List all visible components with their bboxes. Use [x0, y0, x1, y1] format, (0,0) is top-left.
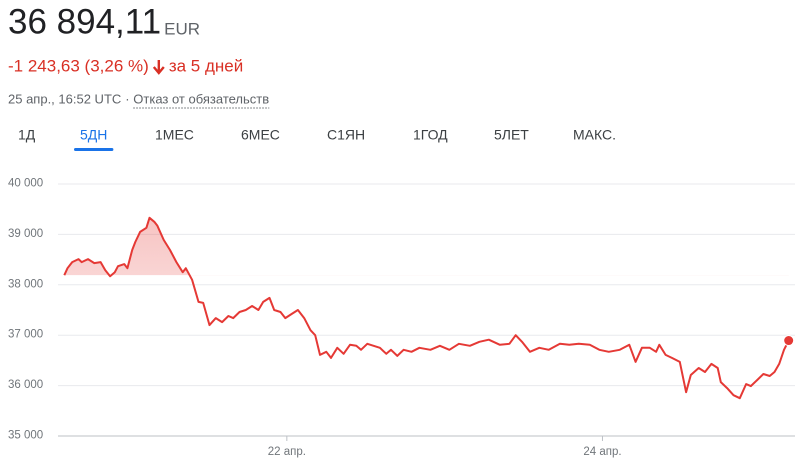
active-tab-indicator [74, 148, 114, 151]
separator: · [125, 91, 129, 106]
range-tab[interactable]: 5ЛЕТ [494, 127, 529, 143]
currency: EUR [164, 19, 200, 38]
disclaimer-link[interactable]: Отказ от обязательств [133, 91, 269, 106]
range-tab[interactable]: С1ЯН [327, 127, 365, 143]
last-point [783, 335, 795, 347]
range-tab[interactable]: 6МЕС [241, 127, 280, 143]
area-fill [64, 217, 789, 276]
x-tick-label: 22 апр. [268, 446, 306, 458]
timestamp: 25 апр., 16:52 UTC [8, 91, 121, 106]
y-tick-label: 38 000 [8, 278, 43, 290]
chart: 35 000 36 000 37 000 38 000 39 000 40 000 22 а… [8, 178, 795, 458]
range-tabs: 1Д 5ДН 1МЕС 6МЕС С1ЯН 1ГОД 5ЛЕТ МАКС. [18, 127, 616, 151]
range-tab[interactable]: 1ГОД [413, 127, 448, 143]
range-tab[interactable]: 5ДН [80, 127, 107, 143]
range-tab[interactable]: МАКС. [573, 127, 616, 143]
down-arrow [152, 60, 165, 75]
y-tick-label: 40 000 [8, 178, 43, 190]
y-tick-label: 35 000 [8, 430, 43, 442]
price: 36 894,11 [8, 2, 161, 41]
range-tab[interactable]: 1МЕС [155, 127, 194, 143]
y-tick-label: 36 000 [8, 379, 43, 391]
y-tick-label: 39 000 [8, 228, 43, 240]
range-tab[interactable]: 1Д [18, 127, 36, 143]
price-line [63, 216, 790, 400]
x-tick-label: 24 апр. [583, 446, 621, 458]
period: за 5 дней [169, 56, 243, 75]
y-tick-label: 37 000 [8, 329, 43, 341]
change: -1 243,63 (3,26 %) [8, 56, 149, 75]
